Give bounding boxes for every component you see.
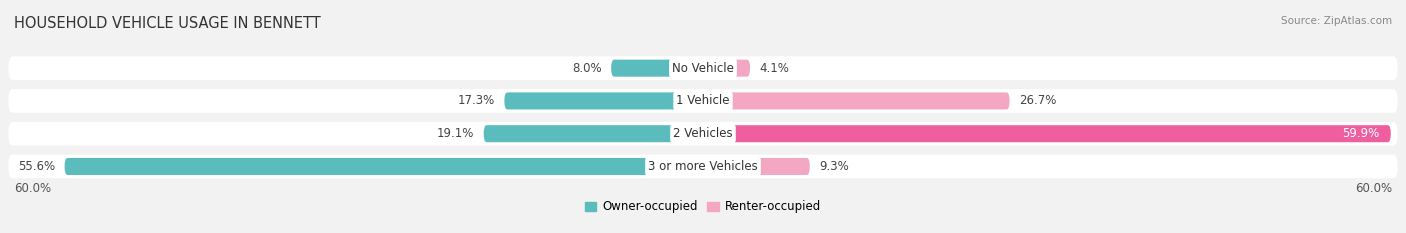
FancyBboxPatch shape <box>505 93 703 110</box>
Text: 4.1%: 4.1% <box>759 62 789 75</box>
FancyBboxPatch shape <box>703 60 749 77</box>
FancyBboxPatch shape <box>612 60 703 77</box>
Text: 9.3%: 9.3% <box>818 160 849 173</box>
Text: 17.3%: 17.3% <box>458 94 495 107</box>
Text: 2 Vehicles: 2 Vehicles <box>673 127 733 140</box>
Text: HOUSEHOLD VEHICLE USAGE IN BENNETT: HOUSEHOLD VEHICLE USAGE IN BENNETT <box>14 16 321 31</box>
Text: 26.7%: 26.7% <box>1019 94 1056 107</box>
FancyBboxPatch shape <box>484 125 703 142</box>
Text: 19.1%: 19.1% <box>437 127 474 140</box>
FancyBboxPatch shape <box>703 125 1391 142</box>
FancyBboxPatch shape <box>703 158 810 175</box>
Text: Source: ZipAtlas.com: Source: ZipAtlas.com <box>1281 16 1392 26</box>
FancyBboxPatch shape <box>8 122 1398 145</box>
FancyBboxPatch shape <box>8 89 1398 113</box>
Text: 55.6%: 55.6% <box>18 160 55 173</box>
Text: No Vehicle: No Vehicle <box>672 62 734 75</box>
Legend: Owner-occupied, Renter-occupied: Owner-occupied, Renter-occupied <box>579 195 827 218</box>
Text: 59.9%: 59.9% <box>1343 127 1379 140</box>
Text: 8.0%: 8.0% <box>572 62 602 75</box>
FancyBboxPatch shape <box>8 155 1398 178</box>
FancyBboxPatch shape <box>703 93 1010 110</box>
FancyBboxPatch shape <box>65 158 703 175</box>
Text: 60.0%: 60.0% <box>1355 182 1392 195</box>
Text: 3 or more Vehicles: 3 or more Vehicles <box>648 160 758 173</box>
FancyBboxPatch shape <box>8 56 1398 80</box>
Text: 60.0%: 60.0% <box>14 182 51 195</box>
Text: 1 Vehicle: 1 Vehicle <box>676 94 730 107</box>
